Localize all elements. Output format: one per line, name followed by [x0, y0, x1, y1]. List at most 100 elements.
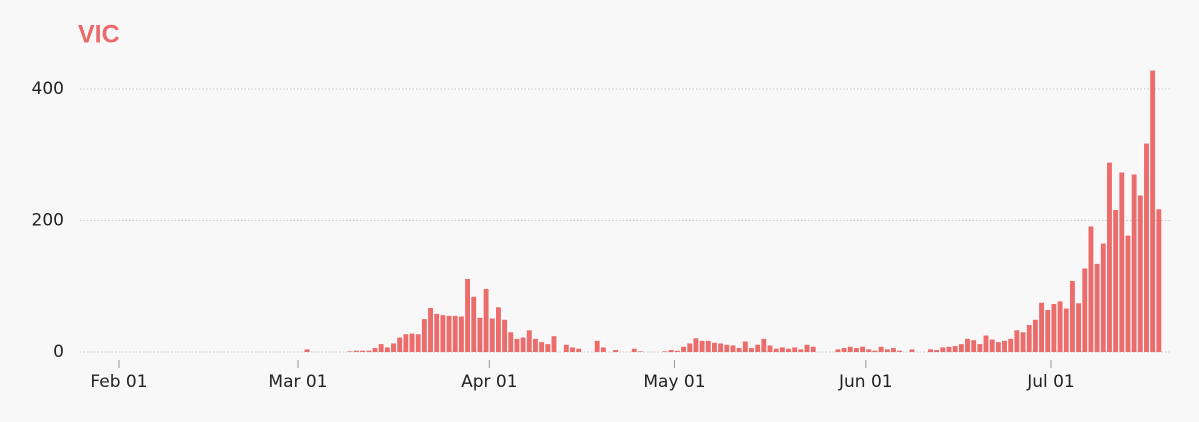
- bar: [1069, 280, 1075, 352]
- bar: [730, 345, 736, 352]
- bar: [471, 296, 477, 352]
- bar: [508, 332, 514, 352]
- bar: [989, 339, 995, 352]
- bar: [502, 319, 508, 352]
- bar: [613, 350, 619, 352]
- bar: [1020, 332, 1026, 352]
- bar: [434, 313, 440, 352]
- x-tick-label: May 01: [643, 372, 705, 392]
- bar: [742, 341, 748, 352]
- bar: [526, 330, 532, 352]
- bar: [539, 342, 545, 352]
- bar: [668, 350, 674, 352]
- bar: [421, 319, 427, 352]
- bar: [372, 348, 378, 352]
- bar: [1119, 172, 1125, 352]
- bar: [1144, 143, 1149, 352]
- bar: [428, 307, 433, 352]
- bar: [798, 349, 804, 352]
- bar: [736, 348, 742, 352]
- bar: [995, 342, 1001, 352]
- bar: [847, 346, 853, 352]
- bar: [403, 334, 409, 352]
- bar: [681, 346, 687, 352]
- y-tick-label: 200: [32, 211, 64, 231]
- bar: [391, 343, 396, 352]
- bar: [1137, 195, 1143, 352]
- bar: [533, 338, 538, 352]
- bar: [977, 344, 983, 352]
- bar: [897, 350, 903, 352]
- bar: [779, 347, 785, 352]
- bar: [347, 351, 353, 352]
- bar: [1125, 235, 1131, 352]
- bar: [1014, 330, 1020, 352]
- bar: [878, 346, 884, 352]
- bar: [1107, 162, 1112, 352]
- bar: [1002, 340, 1007, 352]
- bar: [1131, 174, 1137, 352]
- bar: [705, 340, 711, 352]
- bar: [946, 346, 952, 352]
- bar: [674, 350, 680, 352]
- bar: [909, 349, 915, 352]
- bar: [1082, 268, 1088, 352]
- bar: [576, 348, 582, 352]
- bar: [983, 335, 989, 352]
- bar: [761, 338, 767, 352]
- bar: [1113, 209, 1119, 352]
- bar: [860, 346, 866, 352]
- y-tick-label: 400: [32, 79, 64, 99]
- bar: [1032, 319, 1038, 352]
- x-tick-label: Jul 01: [1026, 372, 1075, 392]
- bar: [767, 345, 773, 352]
- bar: [551, 336, 557, 352]
- bar: [397, 337, 403, 352]
- bar: [354, 350, 359, 352]
- bar: [304, 349, 310, 352]
- bar: [570, 347, 575, 352]
- bar: [687, 343, 693, 352]
- bar: [786, 348, 791, 352]
- bar: [971, 340, 977, 352]
- bar: [545, 344, 551, 352]
- bar: [835, 349, 841, 352]
- bar: [699, 340, 705, 352]
- bar: [440, 315, 446, 352]
- bar: [1150, 70, 1156, 352]
- bar: [384, 347, 390, 352]
- bar: [928, 349, 933, 352]
- bar: [465, 279, 471, 352]
- bar: [853, 348, 859, 352]
- bar: [952, 346, 958, 352]
- bar: [749, 348, 754, 352]
- bar: [637, 351, 643, 352]
- bar: [514, 338, 520, 352]
- bar: [884, 349, 890, 352]
- bar: [1076, 303, 1082, 352]
- bar: [600, 347, 606, 352]
- bar: [495, 307, 501, 352]
- bar: [1039, 302, 1044, 352]
- bar: [1156, 209, 1162, 352]
- bar: [520, 337, 526, 352]
- bar: [1026, 325, 1032, 352]
- bar: [458, 316, 464, 352]
- bar: [409, 333, 415, 352]
- bar: [1094, 263, 1100, 352]
- bar: [934, 350, 940, 352]
- bar: [712, 342, 717, 352]
- bar: [631, 348, 637, 352]
- bar: [866, 349, 872, 352]
- x-tick-label: Apr 01: [461, 372, 517, 392]
- bar: [841, 348, 847, 352]
- bar: [662, 351, 668, 352]
- bar: [940, 347, 946, 352]
- x-tick-label: Jun 01: [838, 372, 893, 392]
- bar: [804, 344, 810, 352]
- bar: [958, 344, 964, 352]
- bar: [1100, 243, 1106, 352]
- bar: [1057, 301, 1063, 352]
